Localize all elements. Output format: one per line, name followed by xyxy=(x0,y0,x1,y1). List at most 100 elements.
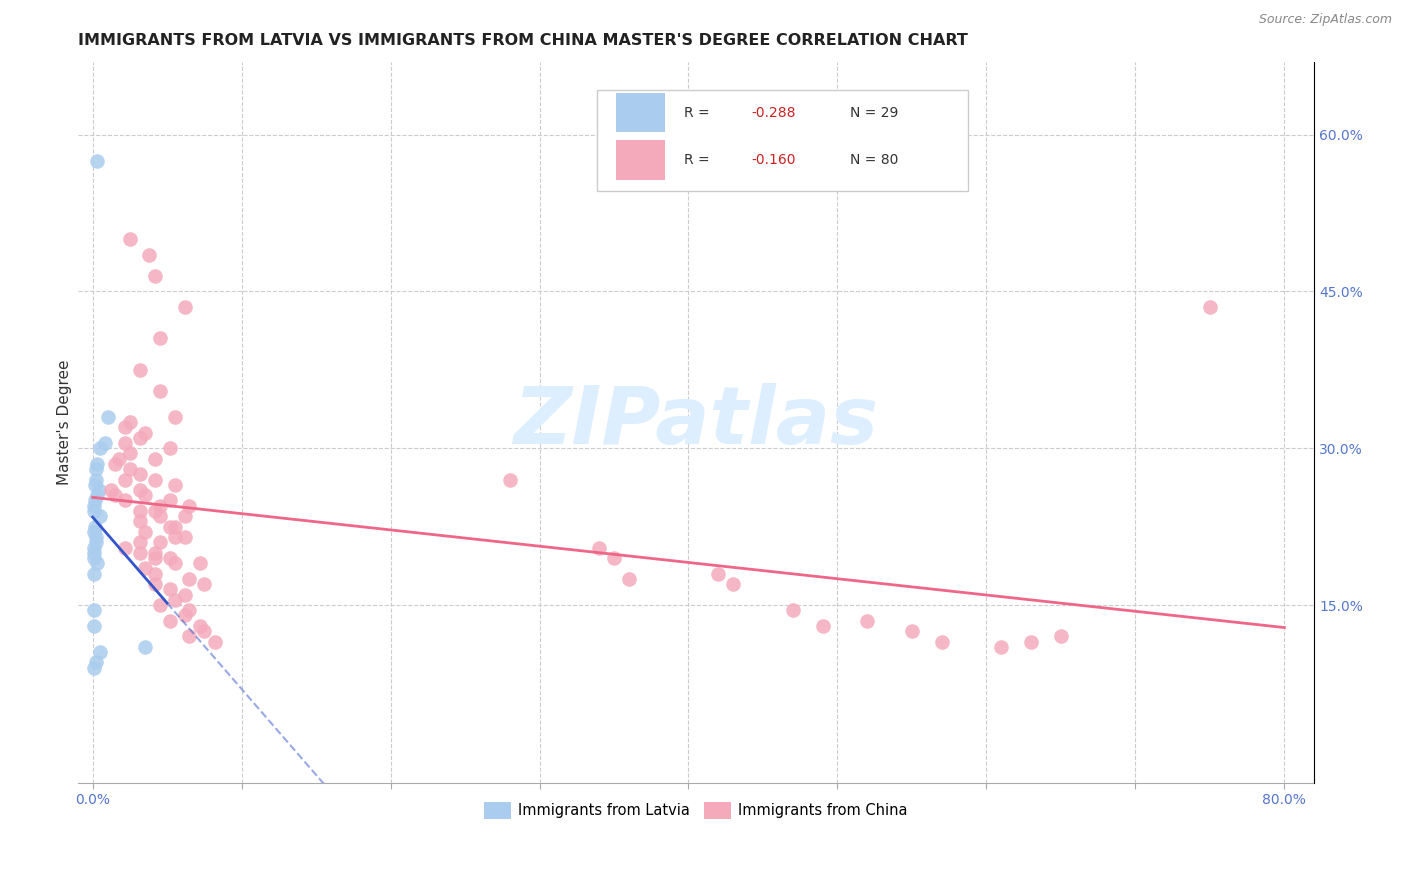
Point xyxy=(179,572,201,586)
Point xyxy=(129,483,152,497)
Point xyxy=(159,441,181,455)
Point xyxy=(129,363,152,377)
Point xyxy=(617,572,640,586)
Point xyxy=(93,436,115,450)
Point xyxy=(159,614,181,628)
FancyBboxPatch shape xyxy=(616,140,665,180)
Point xyxy=(1050,629,1073,643)
Point xyxy=(149,331,172,345)
Point xyxy=(159,493,181,508)
Point xyxy=(188,556,211,570)
Point xyxy=(159,551,181,566)
Legend: Immigrants from Latvia, Immigrants from China: Immigrants from Latvia, Immigrants from … xyxy=(477,795,915,826)
Text: -0.288: -0.288 xyxy=(752,106,796,120)
Point xyxy=(856,614,879,628)
Point xyxy=(83,499,105,513)
Point xyxy=(990,640,1012,654)
Point xyxy=(129,546,152,560)
Point xyxy=(118,462,141,476)
Point xyxy=(138,248,160,262)
Point xyxy=(114,436,136,450)
Point xyxy=(193,624,215,639)
Point xyxy=(84,462,107,476)
Point xyxy=(159,582,181,597)
Text: -0.160: -0.160 xyxy=(752,153,796,168)
Point xyxy=(174,300,197,314)
Point xyxy=(163,592,186,607)
Point xyxy=(134,640,156,654)
Text: IMMIGRANTS FROM LATVIA VS IMMIGRANTS FROM CHINA MASTER'S DEGREE CORRELATION CHAR: IMMIGRANTS FROM LATVIA VS IMMIGRANTS FRO… xyxy=(77,33,967,48)
FancyBboxPatch shape xyxy=(598,90,967,191)
Point xyxy=(174,588,197,602)
Point xyxy=(129,535,152,549)
Point xyxy=(83,603,105,617)
Point xyxy=(118,415,141,429)
Point xyxy=(163,409,186,424)
Point xyxy=(86,153,108,168)
Point xyxy=(134,561,156,575)
Point xyxy=(143,566,166,581)
Point xyxy=(83,504,105,518)
Point xyxy=(143,551,166,566)
Point xyxy=(782,603,804,617)
Point xyxy=(89,441,111,455)
Point xyxy=(143,473,166,487)
Point xyxy=(588,541,610,555)
Point xyxy=(1019,634,1042,648)
Point xyxy=(143,451,166,466)
Point xyxy=(174,608,197,623)
Point xyxy=(129,515,152,529)
Point xyxy=(87,483,110,497)
Point xyxy=(104,488,127,502)
Text: R =: R = xyxy=(683,153,714,168)
Point xyxy=(108,451,131,466)
Point xyxy=(174,530,197,544)
Point xyxy=(118,232,141,246)
Point xyxy=(163,478,186,492)
Point xyxy=(204,634,226,648)
Point xyxy=(83,619,105,633)
Point xyxy=(83,551,105,566)
Point xyxy=(114,493,136,508)
Text: N = 80: N = 80 xyxy=(851,153,898,168)
FancyBboxPatch shape xyxy=(616,93,665,132)
Point xyxy=(134,425,156,440)
Point xyxy=(163,530,186,544)
Text: N = 29: N = 29 xyxy=(851,106,898,120)
Point xyxy=(129,467,152,482)
Point xyxy=(83,541,105,555)
Text: ZIPatlas: ZIPatlas xyxy=(513,383,879,461)
Point xyxy=(96,409,118,424)
Point xyxy=(901,624,924,639)
Point xyxy=(163,519,186,533)
Point xyxy=(931,634,953,648)
Point xyxy=(83,566,105,581)
Point xyxy=(104,457,127,471)
Point xyxy=(707,566,730,581)
Point xyxy=(86,556,108,570)
Point xyxy=(163,556,186,570)
Point xyxy=(159,519,181,533)
Point xyxy=(179,629,201,643)
Y-axis label: Master's Degree: Master's Degree xyxy=(58,359,72,485)
Point xyxy=(84,473,107,487)
Point xyxy=(149,509,172,524)
Point xyxy=(86,457,108,471)
Point xyxy=(134,488,156,502)
Point xyxy=(149,384,172,398)
Point xyxy=(499,473,522,487)
Point xyxy=(114,420,136,434)
Point xyxy=(149,535,172,549)
Text: R =: R = xyxy=(683,106,714,120)
Point xyxy=(721,577,744,591)
Text: Source: ZipAtlas.com: Source: ZipAtlas.com xyxy=(1258,13,1392,27)
Point xyxy=(86,488,108,502)
Point xyxy=(143,268,166,283)
Point xyxy=(114,473,136,487)
Point xyxy=(149,598,172,612)
Point xyxy=(83,524,105,539)
Point xyxy=(129,431,152,445)
Point xyxy=(84,535,107,549)
Point xyxy=(188,619,211,633)
Point xyxy=(83,478,105,492)
